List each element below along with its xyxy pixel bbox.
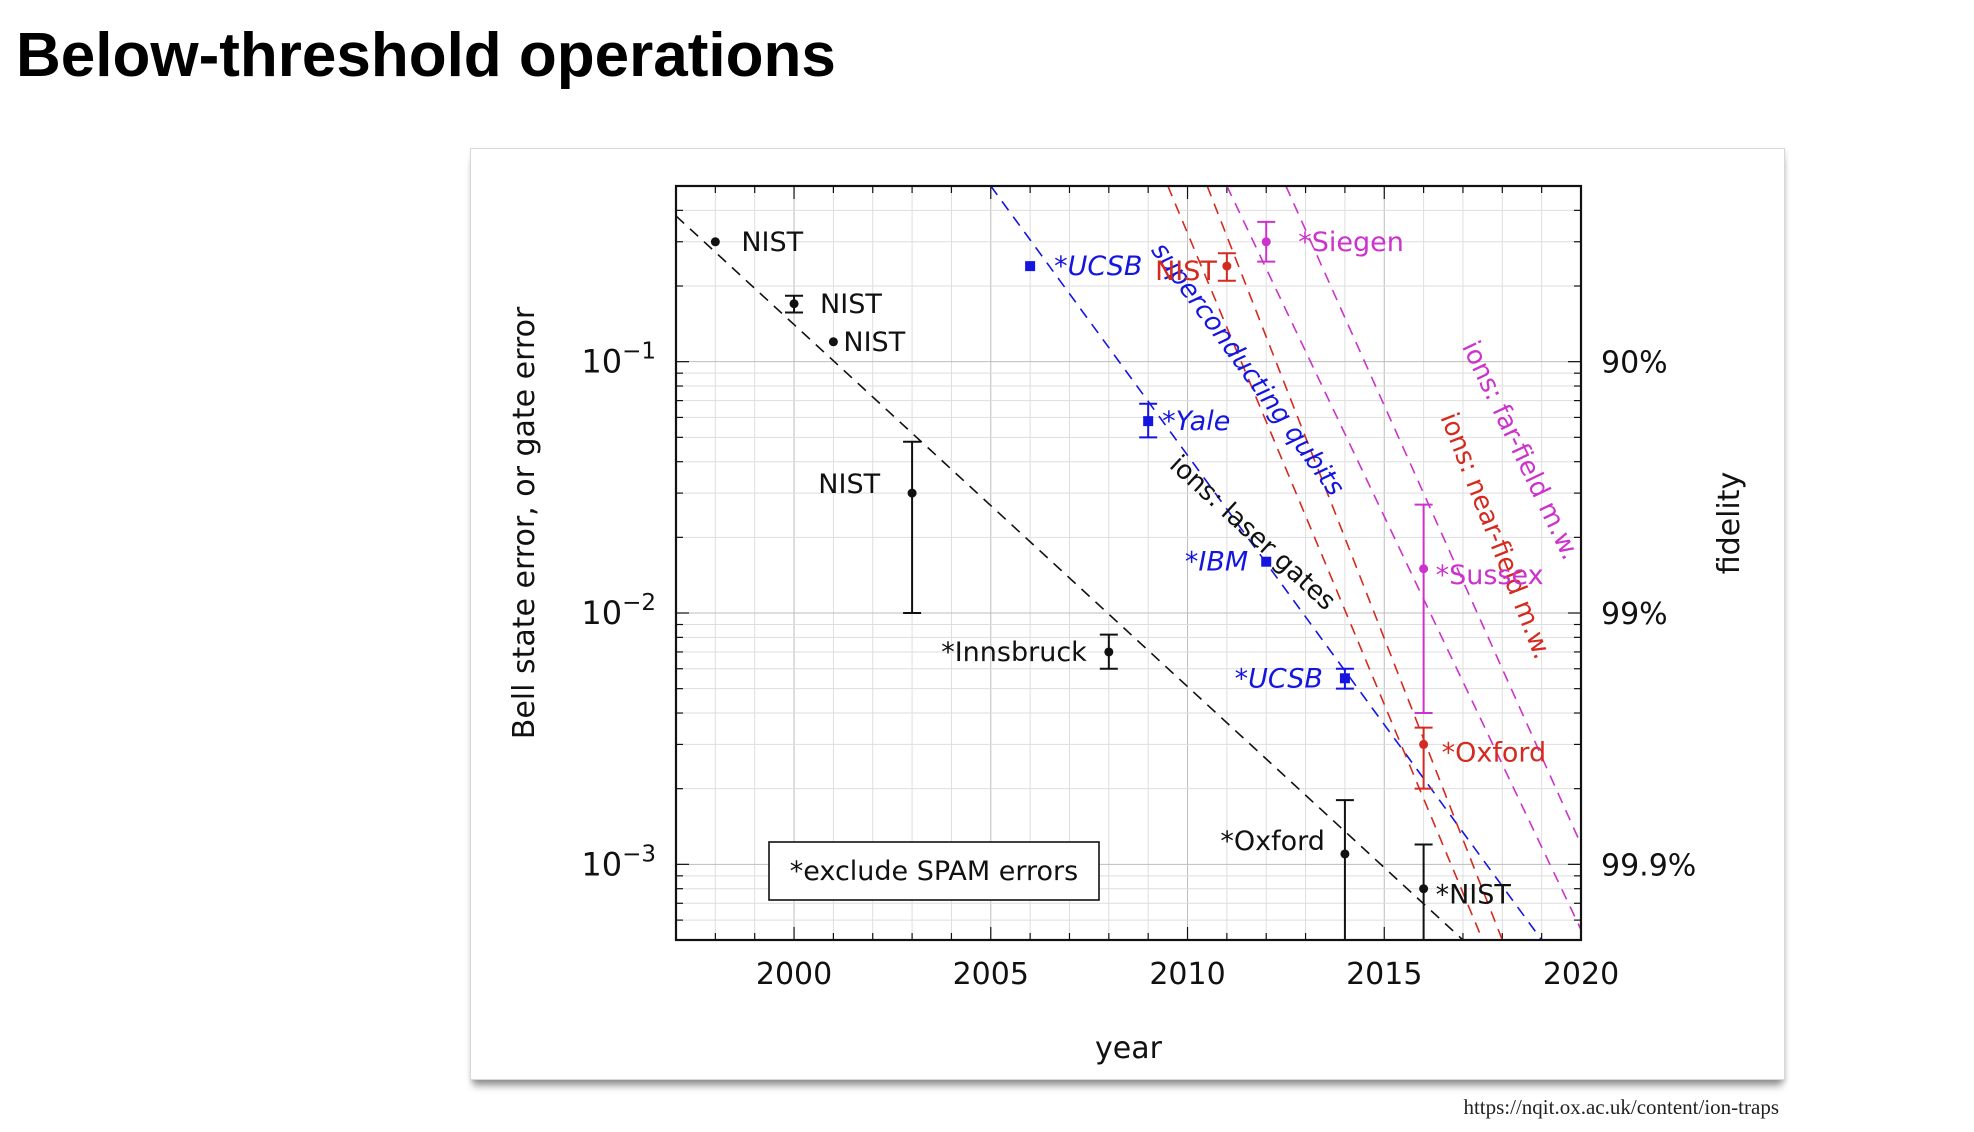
- chart-figure-card: ions: laser gates superconducting qubits i…: [470, 148, 1785, 1080]
- data-point: *IBM: [1185, 547, 1272, 578]
- data-marker: [789, 299, 799, 309]
- data-point: NIST: [818, 440, 922, 615]
- data-marker: [1419, 739, 1429, 749]
- data-point-label: *Oxford: [1220, 826, 1325, 857]
- data-marker: [1104, 647, 1114, 657]
- data-marker: [1143, 416, 1154, 427]
- annotation-frame: [768, 841, 1100, 901]
- data-point-label: *Innsbruck: [941, 637, 1087, 668]
- source-link[interactable]: https://nqit.ox.ac.uk/content/ion-traps: [1463, 1095, 1779, 1119]
- data-point: *Oxford: [1414, 726, 1547, 790]
- data-point-label: *Oxford: [1442, 737, 1547, 768]
- trend-lines: [676, 186, 1581, 940]
- x-tick-label: 2020: [1543, 957, 1619, 992]
- y-tick-label: 10−2: [581, 590, 656, 632]
- data-marker: [710, 237, 720, 247]
- data-point-label: NIST: [843, 327, 905, 358]
- data-point: *Oxford: [1220, 799, 1354, 941]
- data-marker: [1339, 673, 1350, 684]
- data-point: NIST: [785, 289, 882, 320]
- data-point: *Siegen: [1257, 220, 1404, 263]
- data-point: *UCSB: [1235, 663, 1354, 694]
- data-marker: [828, 337, 838, 347]
- trend-line: [676, 215, 1464, 940]
- x-axis-title: year: [1095, 1031, 1163, 1066]
- x-tick-label: 2005: [953, 957, 1029, 992]
- data-point-label: *Sussex: [1436, 560, 1544, 591]
- x-tick-label: 2010: [1149, 957, 1225, 992]
- x-tick-label: 2015: [1346, 957, 1422, 992]
- data-point: *Sussex: [1414, 503, 1544, 715]
- data-point: *UCSB: [1025, 251, 1142, 282]
- data-point: *Innsbruck: [941, 633, 1118, 670]
- annotation-text: *exclude SPAM errors: [790, 856, 1078, 887]
- data-point-label: *NIST: [1436, 880, 1512, 911]
- trend-line: [1226, 186, 1581, 930]
- y2-tick-label: 90%: [1601, 346, 1668, 381]
- data-marker: [1025, 261, 1036, 272]
- annotation-box: *exclude SPAM errors: [768, 841, 1100, 901]
- data-point-label: *Yale: [1162, 406, 1230, 437]
- y2-tick-label: 99.9%: [1601, 848, 1696, 883]
- data-marker: [1222, 261, 1232, 271]
- y-tick-label: 10−1: [581, 339, 656, 381]
- y-tick-label: 10−3: [581, 841, 656, 883]
- trend-line-label: ions: near-field m.w.: [1434, 409, 1558, 664]
- trend-line: [1206, 186, 1504, 940]
- data-point-label: NIST: [1155, 256, 1217, 287]
- data-marker: [1419, 884, 1429, 894]
- plot-frame: [674, 184, 1583, 942]
- trend-line: [1285, 186, 1581, 845]
- data-point-label: *IBM: [1185, 547, 1248, 578]
- data-marker: [1261, 237, 1271, 247]
- data-point-label: *Siegen: [1298, 227, 1404, 258]
- data-point: NIST: [828, 327, 906, 358]
- data-marker: [1340, 849, 1350, 859]
- data-marker: [1261, 556, 1272, 567]
- x-tick-label: 2000: [756, 957, 832, 992]
- axis-ticks: [675, 185, 1582, 941]
- data-point: NIST: [710, 227, 804, 258]
- data-marker: [1419, 564, 1429, 574]
- data-point: NIST: [1155, 252, 1236, 287]
- y-axis-title: Bell state error, or gate error: [507, 306, 542, 739]
- y2-tick-label: 99%: [1601, 597, 1668, 632]
- data-point-label: *UCSB: [1054, 251, 1142, 282]
- data-marker: [907, 488, 917, 498]
- data-point-label: NIST: [818, 469, 880, 500]
- data-point-label: NIST: [820, 289, 882, 320]
- y2-axis-title: fidelity: [1712, 472, 1747, 575]
- data-point-label: *UCSB: [1235, 663, 1323, 694]
- data-point: *Yale: [1139, 402, 1230, 439]
- data-points: NIST NIST NIST NIST *Innsbruck *Oxford *NIST *U…: [710, 220, 1547, 941]
- trend-line: [1167, 186, 1484, 940]
- data-point-label: NIST: [741, 227, 803, 258]
- slide-title: Below-threshold operations: [16, 21, 836, 90]
- data-point: *NIST: [1414, 843, 1512, 941]
